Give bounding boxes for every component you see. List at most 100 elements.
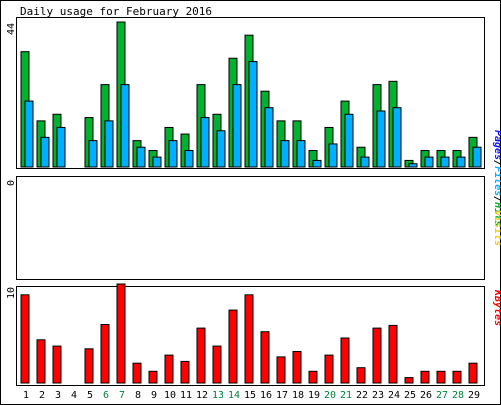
day-label: 20 bbox=[324, 390, 336, 401]
files-bar bbox=[264, 107, 274, 168]
files-bar bbox=[56, 126, 66, 168]
day-label: 19 bbox=[308, 390, 320, 401]
files-bar bbox=[200, 117, 210, 168]
kbytes-bar bbox=[100, 324, 110, 384]
day-label: 1 bbox=[23, 390, 29, 401]
kbytes-bar bbox=[324, 354, 334, 384]
hits-files-bars bbox=[20, 21, 482, 168]
day-label: 3 bbox=[55, 390, 61, 401]
kbytes-bar bbox=[20, 294, 30, 384]
day-label: 6 bbox=[103, 390, 109, 401]
kbytes-bar bbox=[84, 348, 94, 384]
files-bar bbox=[168, 140, 178, 168]
kbytes-bar bbox=[276, 356, 286, 384]
files-bar bbox=[152, 156, 162, 168]
kbytes-bar bbox=[148, 370, 158, 384]
day-label: 7 bbox=[119, 390, 125, 401]
files-bar bbox=[328, 143, 338, 168]
files-bar bbox=[456, 156, 466, 168]
files-bar bbox=[184, 150, 194, 168]
kbytes-bar bbox=[388, 324, 398, 384]
files-bar bbox=[216, 130, 226, 168]
kbytes-panel-ytick: 10 bbox=[6, 287, 17, 299]
day-label: 24 bbox=[388, 390, 400, 401]
files-bar bbox=[472, 146, 482, 168]
day-label: 27 bbox=[436, 390, 448, 401]
files-bar bbox=[312, 159, 322, 168]
day-label: 8 bbox=[135, 390, 141, 401]
ylabel-sep-1: / bbox=[492, 160, 501, 166]
files-bar bbox=[408, 163, 418, 168]
day-label: 23 bbox=[372, 390, 384, 401]
day-label: 4 bbox=[71, 390, 77, 401]
files-bar bbox=[120, 84, 130, 168]
kbytes-bar bbox=[372, 327, 382, 384]
day-label: 10 bbox=[164, 390, 176, 401]
kbytes-bar bbox=[132, 362, 142, 384]
day-label: 14 bbox=[228, 390, 240, 401]
files-bar bbox=[376, 110, 386, 168]
chart-title: Daily usage for February 2016 bbox=[20, 5, 212, 18]
ylabel-hits: Hits bbox=[492, 201, 501, 226]
day-label: 17 bbox=[276, 390, 288, 401]
files-bar bbox=[440, 156, 450, 168]
files-bar bbox=[40, 136, 50, 168]
day-label: 12 bbox=[196, 390, 208, 401]
kbytes-bar bbox=[436, 370, 446, 384]
day-label: 5 bbox=[87, 390, 93, 401]
kbytes-bar bbox=[212, 345, 222, 384]
kbytes-bars bbox=[20, 283, 478, 384]
files-bar bbox=[24, 100, 34, 168]
files-bar bbox=[424, 156, 434, 168]
day-label: 11 bbox=[180, 390, 192, 401]
files-bar bbox=[136, 146, 146, 168]
day-label: 13 bbox=[212, 390, 224, 401]
kbytes-bar bbox=[356, 367, 366, 384]
hits-panel-ytick: 44 bbox=[6, 23, 17, 35]
hits-panel-ylabel: Pages/Files/Hits bbox=[492, 130, 501, 226]
kbytes-panel-ylabel: KBytes bbox=[492, 289, 501, 326]
files-bar bbox=[280, 140, 290, 168]
files-bar bbox=[104, 120, 114, 168]
ylabel-sep-2: / bbox=[492, 196, 501, 202]
day-label: 28 bbox=[452, 390, 464, 401]
files-bar bbox=[296, 140, 306, 168]
kbytes-bar bbox=[164, 354, 174, 384]
kbytes-bar bbox=[292, 351, 302, 384]
kbytes-bar bbox=[420, 370, 430, 384]
visits-panel-ylabel: Visits bbox=[492, 210, 501, 246]
files-bar bbox=[88, 140, 98, 168]
files-bar bbox=[232, 84, 242, 168]
day-label: 22 bbox=[356, 390, 368, 401]
kbytes-bar bbox=[468, 362, 478, 384]
day-label: 29 bbox=[468, 390, 480, 401]
day-label: 2 bbox=[39, 390, 45, 401]
day-label: 21 bbox=[340, 390, 352, 401]
day-label: 25 bbox=[404, 390, 416, 401]
kbytes-bar bbox=[260, 331, 270, 384]
kbytes-bar bbox=[404, 377, 414, 384]
files-bar bbox=[344, 113, 354, 168]
kbytes-bar bbox=[308, 370, 318, 384]
visits-panel-ytick: 0 bbox=[6, 180, 17, 186]
ylabel-pages: Pages bbox=[492, 130, 501, 160]
kbytes-bar bbox=[180, 360, 190, 384]
kbytes-bar bbox=[196, 327, 206, 384]
kbytes-bar bbox=[340, 337, 350, 384]
ylabel-files: Files bbox=[492, 166, 501, 196]
files-bar bbox=[392, 107, 402, 168]
visits-panel-frame bbox=[16, 176, 485, 280]
day-label: 9 bbox=[151, 390, 157, 401]
day-label: 16 bbox=[260, 390, 272, 401]
day-label: 26 bbox=[420, 390, 432, 401]
day-label: 18 bbox=[292, 390, 304, 401]
kbytes-bar bbox=[52, 345, 62, 384]
day-label: 15 bbox=[244, 390, 256, 401]
kbytes-bar bbox=[244, 294, 254, 384]
kbytes-bar bbox=[116, 283, 126, 384]
kbytes-bar bbox=[228, 309, 238, 384]
day-labels: 1 2 3 4 5 6 7 8 9 10 11 12 13 14 15 16 17 18 19 20 21 22 23 24 2… bbox=[23, 390, 480, 401]
files-bar bbox=[248, 61, 258, 168]
files-bar bbox=[360, 156, 370, 168]
